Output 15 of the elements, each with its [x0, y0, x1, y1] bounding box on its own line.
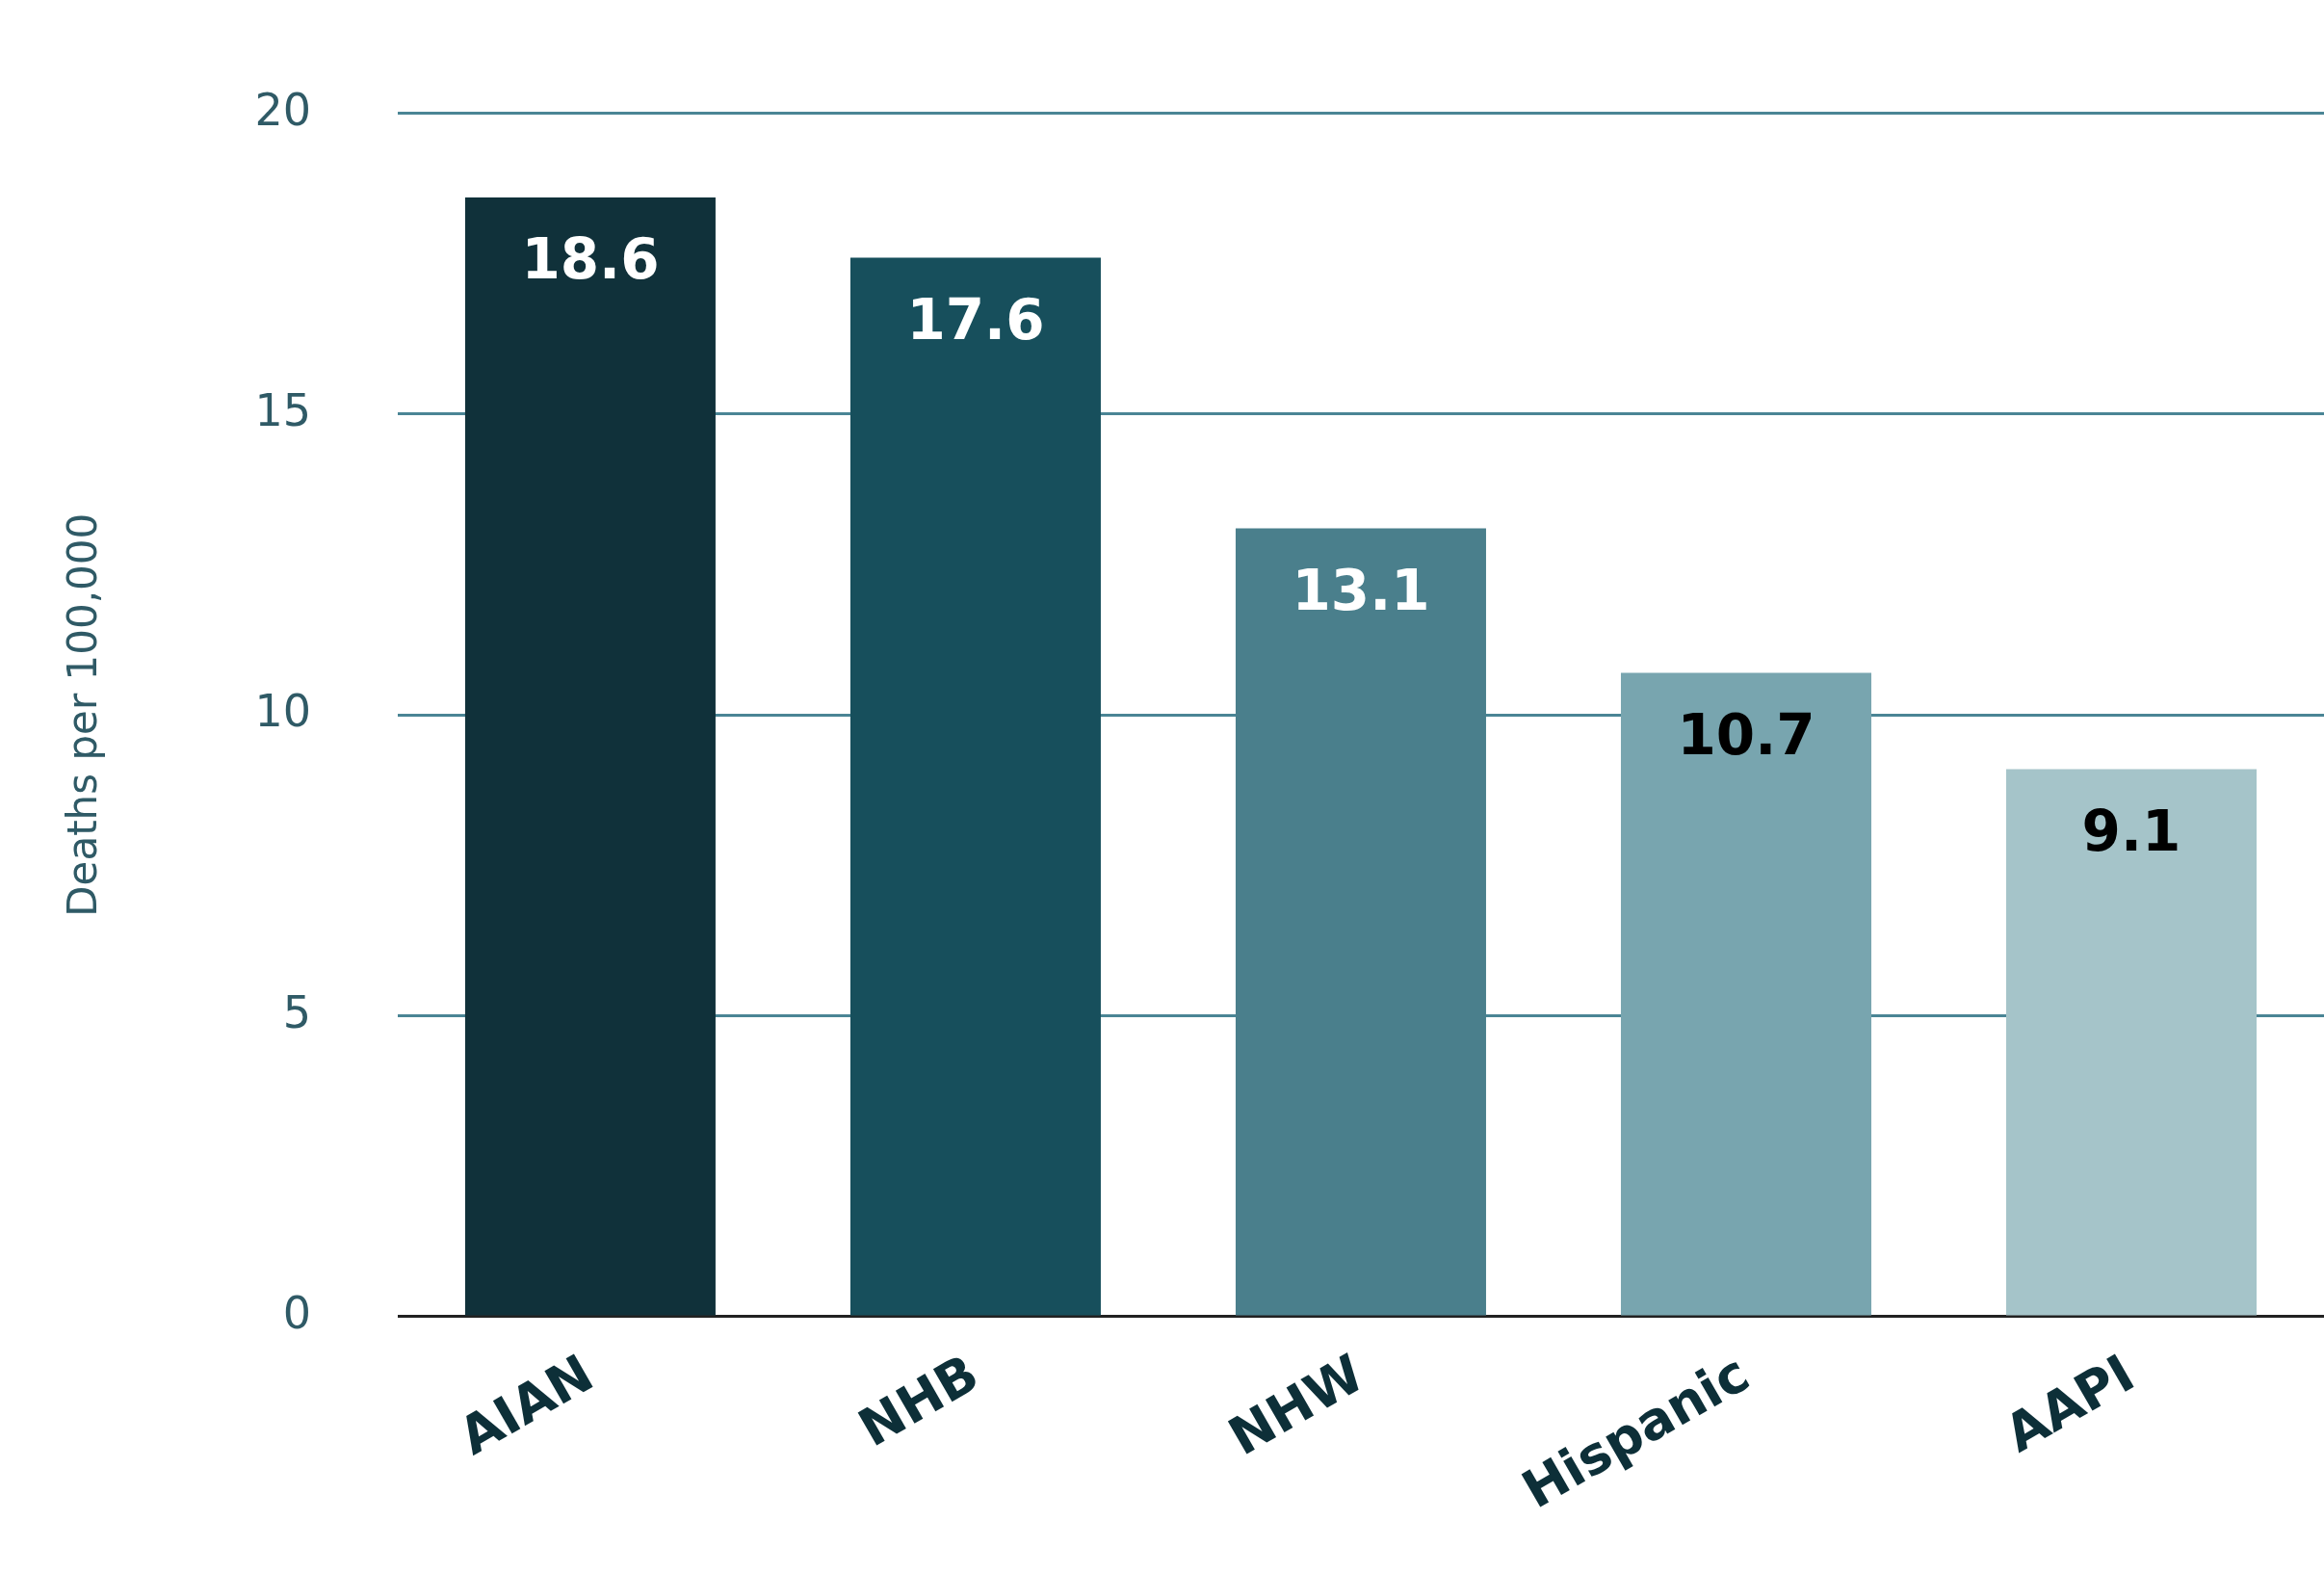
data-label: 9.1: [2081, 798, 2181, 864]
y-tick-label: 20: [254, 83, 311, 136]
data-label: 18.6: [521, 226, 660, 293]
data-label: 17.6: [906, 286, 1045, 353]
y-tick-label: 10: [254, 685, 311, 738]
y-tick-label: 0: [282, 1286, 311, 1339]
y-tick-label: 5: [282, 985, 311, 1038]
data-label: 10.7: [1677, 701, 1815, 768]
bar: [464, 197, 716, 1316]
bar: [849, 257, 1101, 1316]
y-axis-title: Deaths per 100,000: [59, 512, 107, 917]
y-tick-label: 15: [254, 383, 311, 436]
bar: [2005, 769, 2257, 1316]
data-label: 13.1: [1292, 557, 1430, 623]
bar: [1620, 672, 1871, 1316]
